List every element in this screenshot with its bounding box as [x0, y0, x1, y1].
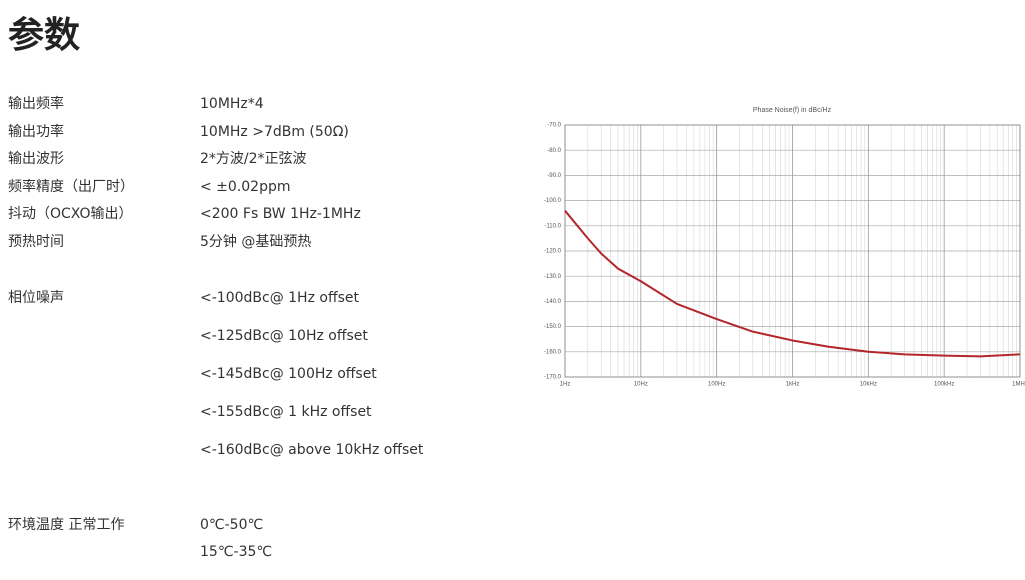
plot-frame [564, 124, 1021, 378]
spec-value: 10MHz*4 [200, 96, 264, 112]
page-title: 参数 [8, 15, 81, 56]
x-tick-label: 10Hz [634, 382, 648, 388]
chart-title: Phase Noise(f) in dBc/Hz [753, 107, 832, 114]
y-tick-label: -140.0 [544, 299, 562, 305]
y-tick-label: -160.0 [544, 349, 562, 355]
y-tick-label: -150.0 [544, 324, 562, 330]
spec-value: <-125dBc@ 10Hz offset [200, 328, 368, 344]
spec-label: 输出波形 [8, 151, 64, 167]
spec-value: <-100dBc@ 1Hz offset [200, 290, 359, 306]
chart: Phase Noise(f) in dBc/Hz -70.0 -80.0 -90.0… [544, 107, 1025, 388]
y-tick-label: -80.0 [547, 148, 561, 154]
spec-value: 5分钟 @基础预热 [200, 233, 312, 250]
y-tick-label: -90.0 [547, 173, 561, 179]
curve [564, 210, 1021, 358]
spec-value: <-155dBc@ 1 kHz offset [200, 404, 372, 420]
spec-label: 抖动（OCXO输出） [8, 206, 133, 222]
spec-value: < ±0.02ppm [200, 178, 291, 195]
y-tick-label: -170.0 [544, 375, 562, 381]
spec-value: 15℃-35℃ [200, 544, 273, 560]
spec-value: <200 Fs BW 1Hz-1MHz [200, 206, 361, 222]
x-tick-label: 100Hz [708, 382, 725, 388]
y-tick-label: -130.0 [544, 274, 562, 280]
spec-value: 2*方波/2*正弦波 [200, 151, 307, 167]
spec-label: 环境温度 正常工作 [8, 517, 125, 533]
spec-label: 相位噪声 [8, 290, 64, 306]
y-tick-label: -70.0 [547, 123, 561, 129]
spec-label: 预热时间 [8, 233, 64, 250]
spec-label: 输出频率 [8, 96, 64, 112]
y-tick-label: -120.0 [544, 249, 562, 255]
spec-label: 频率精度（出厂时） [8, 178, 134, 195]
x-tick-label: 10kHz [860, 382, 877, 388]
x-tick-label: 1MHz [1012, 382, 1025, 388]
x-tick-label: 100kHz [934, 382, 954, 388]
spec-value: 0℃-50℃ [200, 517, 264, 533]
spec-label: 输出功率 [8, 123, 64, 140]
y-tick-label: -110.0 [544, 223, 561, 229]
spec-value: <-145dBc@ 100Hz offset [200, 366, 377, 382]
spec-value: <-160dBc@ above 10kHz offset [200, 442, 424, 458]
x-tick-label: 1Hz [560, 382, 571, 388]
y-tick-label: -100.0 [544, 198, 562, 204]
x-tick-label: 1kHz [786, 382, 800, 388]
spec-value: 10MHz >7dBm (50Ω) [200, 123, 349, 140]
